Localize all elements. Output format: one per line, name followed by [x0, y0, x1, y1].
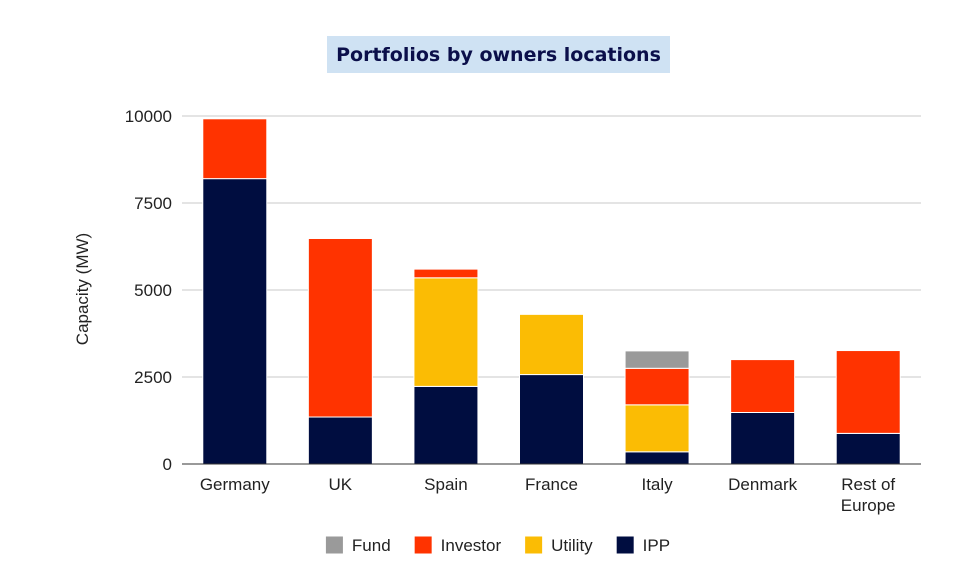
bar-segment-ipp [202, 178, 268, 465]
y-tick-label: 0 [163, 455, 172, 474]
x-tick-label: France [525, 475, 578, 494]
legend-label-fund: Fund [352, 536, 391, 555]
bars [202, 118, 901, 465]
bar-segment-investor [307, 237, 373, 418]
x-tick-label: Germany [200, 475, 270, 494]
y-tick-label: 2500 [134, 368, 172, 387]
legend-swatch-utility [525, 536, 543, 554]
bar-segment-ipp [835, 432, 901, 465]
bar-segment-investor [730, 359, 796, 413]
y-tick-label: 10000 [125, 107, 172, 126]
legend-swatch-fund [325, 536, 343, 554]
bar-segment-utility [624, 404, 690, 453]
legend-label-ipp: IPP [643, 536, 670, 555]
chart-title-background [327, 36, 670, 73]
bar-segment-ipp [730, 411, 796, 465]
x-tick-label: UK [329, 475, 353, 494]
bar-segment-fund [624, 350, 690, 369]
gridlines [182, 115, 921, 378]
y-axis-label: Capacity (MW) [73, 233, 92, 345]
x-tick-label: Italy [641, 475, 673, 494]
bar-segment-ipp [519, 374, 584, 465]
legend-swatch-investor [414, 536, 432, 554]
chart-title: Portfolios by owners locations [327, 36, 670, 73]
bar-segment-utility [413, 277, 479, 387]
x-tick-label: Spain [424, 475, 467, 494]
x-tick-labels: Germany UK Spain France Italy Denmark Rest of E… [200, 475, 896, 515]
legend-swatch-ipp [616, 536, 634, 554]
legend-label-investor: Investor [441, 536, 502, 555]
bar-segment-ipp [307, 416, 373, 465]
bar-segment-utility [519, 313, 584, 376]
bar-segment-ipp [413, 385, 479, 465]
bar-segment-investor [835, 350, 901, 434]
bar-segment-investor [413, 268, 479, 279]
x-tick-label: Denmark [728, 475, 797, 494]
y-tick-labels: 0 2500 5000 7500 10000 [125, 107, 172, 474]
legend-label-utility: Utility [551, 536, 593, 555]
chart-title-text: Portfolios by owners locations [336, 44, 661, 66]
bar-segment-ipp [624, 451, 690, 465]
y-tick-label: 7500 [134, 194, 172, 213]
bar-segment-investor [624, 367, 690, 406]
y-tick-label: 5000 [134, 281, 172, 300]
x-tick-label: Rest of Europe [841, 475, 896, 515]
bar-segment-investor [202, 118, 268, 180]
legend: Fund Investor Utility IPP [325, 536, 670, 555]
